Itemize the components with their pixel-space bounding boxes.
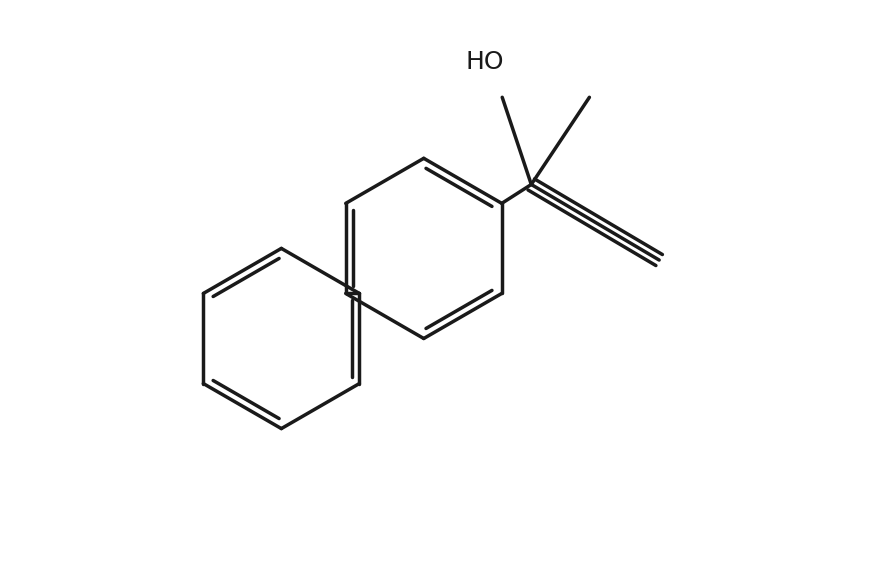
Text: HO: HO: [466, 50, 504, 74]
